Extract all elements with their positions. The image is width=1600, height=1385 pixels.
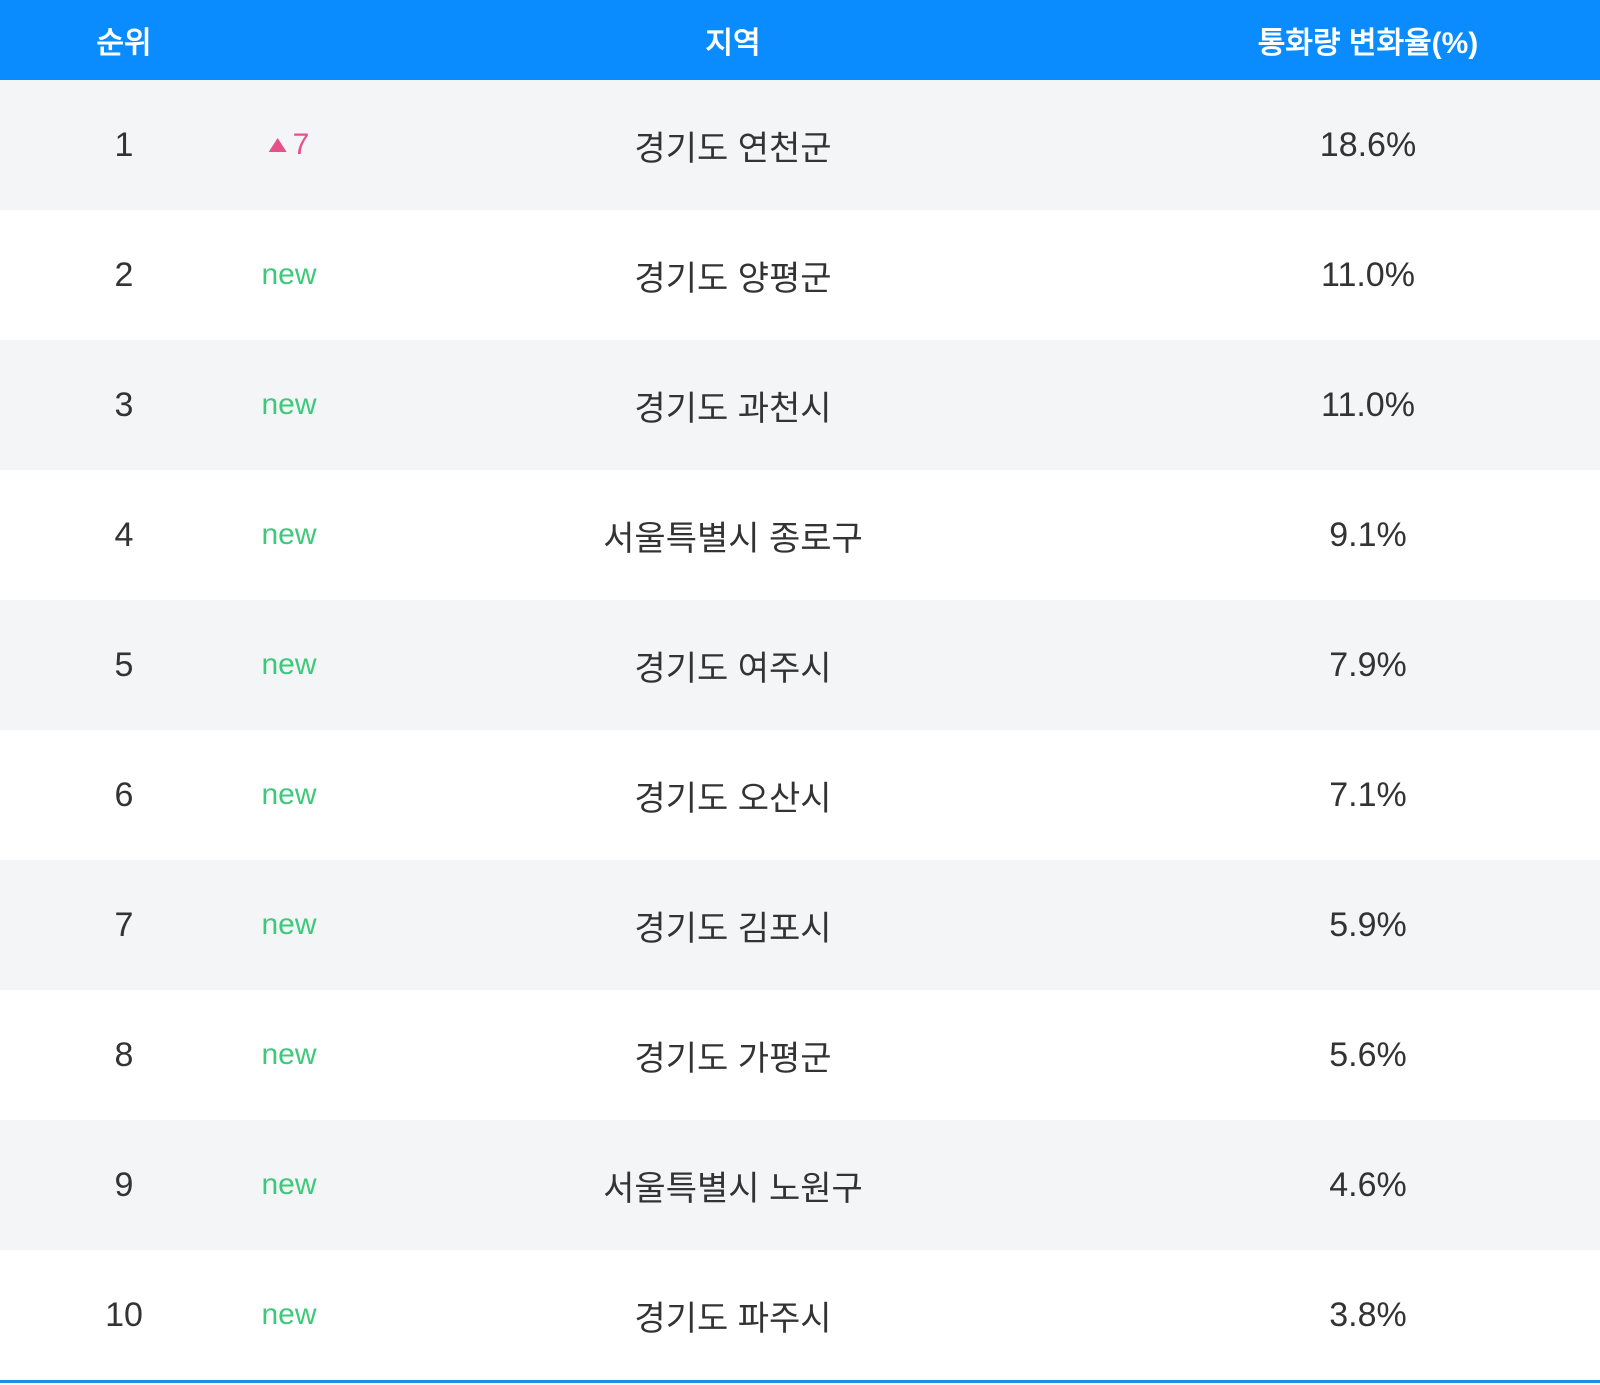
header-cell: 지역 xyxy=(705,27,761,60)
change-text: new xyxy=(261,648,317,681)
rank-cell: 7 xyxy=(114,905,134,944)
rate-cell: 5.9% xyxy=(1329,905,1407,944)
table-row: 7 new 경기도 김포시 5.9% xyxy=(0,860,1600,990)
change-cell: 7 xyxy=(268,80,310,210)
table-row: 3 new 경기도 과천시 11.0% xyxy=(0,340,1600,470)
table-body: 1 7 경기도 연천군 18.6% 2 new 경기도 양평군 11.0% 3 new 경기도 과천… xyxy=(0,80,1600,1380)
rate-cell: 9.1% xyxy=(1329,515,1407,554)
region-cell: 경기도 파주시 xyxy=(634,1299,832,1338)
table-header: 순위 지역 통화량 변화율(%) xyxy=(0,0,1600,80)
change-cell: new xyxy=(261,600,316,730)
table-row: 8 new 경기도 가평군 5.6% xyxy=(0,990,1600,1120)
table-row: 5 new 경기도 여주시 7.9% xyxy=(0,600,1600,730)
rate-cell: 4.6% xyxy=(1329,1165,1407,1204)
change-cell: new xyxy=(261,1250,316,1380)
up-arrow-icon xyxy=(268,138,287,152)
rate-cell: 5.6% xyxy=(1329,1035,1407,1074)
change-text: new xyxy=(261,1038,317,1071)
rank-cell: 2 xyxy=(114,255,134,294)
rate-cell: 7.1% xyxy=(1329,775,1407,814)
change-cell: new xyxy=(261,860,316,990)
change-text: new xyxy=(261,388,317,421)
table-row: 2 new 경기도 양평군 11.0% xyxy=(0,210,1600,340)
change-text: new xyxy=(261,908,317,941)
region-cell: 서울특별시 종로구 xyxy=(603,519,863,558)
change-text: 7 xyxy=(292,128,310,161)
change-text: new xyxy=(261,1298,317,1331)
rank-cell: 3 xyxy=(114,385,134,424)
rate-cell: 3.8% xyxy=(1329,1295,1407,1334)
change-cell: new xyxy=(261,990,316,1120)
change-cell: new xyxy=(261,470,316,600)
table-row: 1 7 경기도 연천군 18.6% xyxy=(0,80,1600,210)
table-row: 4 new 서울특별시 종로구 9.1% xyxy=(0,470,1600,600)
rate-cell: 18.6% xyxy=(1319,125,1417,164)
rate-cell: 11.0% xyxy=(1321,385,1415,424)
change-text: new xyxy=(261,518,317,551)
rank-cell: 6 xyxy=(114,775,134,814)
rate-cell: 7.9% xyxy=(1329,645,1407,684)
region-cell: 경기도 양평군 xyxy=(634,259,832,298)
rank-cell: 8 xyxy=(114,1035,134,1074)
region-cell: 경기도 여주시 xyxy=(634,649,832,688)
rank-cell: 4 xyxy=(114,515,134,554)
change-text: new xyxy=(261,258,317,291)
header-cell: 순위 xyxy=(96,27,152,60)
change-text: new xyxy=(261,778,317,811)
change-cell: new xyxy=(261,1120,316,1250)
rank-cell: 10 xyxy=(105,1295,143,1334)
region-cell: 경기도 가평군 xyxy=(634,1039,832,1078)
region-cell: 경기도 오산시 xyxy=(634,779,832,818)
change-text: new xyxy=(261,1168,317,1201)
rank-cell: 1 xyxy=(114,125,134,164)
region-cell: 경기도 과천시 xyxy=(634,389,832,428)
rank-cell: 9 xyxy=(114,1165,134,1204)
table-row: 6 new 경기도 오산시 7.1% xyxy=(0,730,1600,860)
table-row: 10 new 경기도 파주시 3.8% xyxy=(0,1250,1600,1380)
header-cell: 통화량 변화율(%) xyxy=(1257,27,1479,60)
region-cell: 서울특별시 노원구 xyxy=(603,1169,863,1208)
change-cell: new xyxy=(261,210,316,340)
change-cell: new xyxy=(261,340,316,470)
region-cell: 경기도 연천군 xyxy=(634,129,832,168)
table-row: 9 new 서울특별시 노원구 4.6% xyxy=(0,1120,1600,1250)
change-cell: new xyxy=(261,730,316,860)
region-cell: 경기도 김포시 xyxy=(634,909,832,948)
rank-cell: 5 xyxy=(114,645,134,684)
rate-cell: 11.0% xyxy=(1321,255,1415,294)
